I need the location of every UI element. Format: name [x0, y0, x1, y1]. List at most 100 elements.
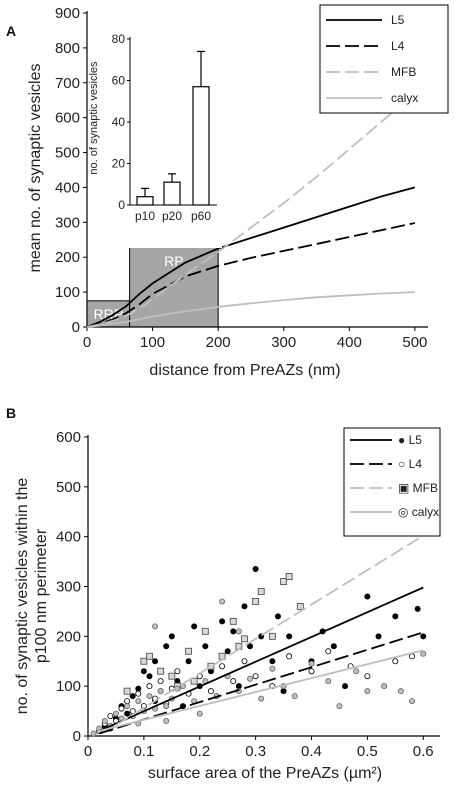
scatter-point-l5 [219, 618, 226, 625]
b-x-tick-label: 0 [84, 743, 92, 760]
scatter-point-calyx [219, 598, 226, 605]
a-x-tick-label: 300 [271, 334, 296, 351]
scatter-point-l5 [230, 628, 237, 635]
scatter-point-l5 [129, 693, 136, 700]
b-x-tick-label: 0.5 [357, 743, 378, 760]
scatter-point-l5 [286, 633, 293, 640]
panel-b-fits [98, 534, 424, 735]
scatter-point-l5 [364, 593, 371, 600]
inset-y-axis-label: no. of synaptic vesicles [88, 61, 100, 175]
b-legend-label-l4: ○ L4 [398, 457, 422, 471]
scatter-point-mfb [207, 662, 215, 670]
b-x-tick-label: 0.4 [301, 743, 322, 760]
scatter-point-l4 [118, 705, 125, 712]
a-legend-box [319, 4, 449, 114]
a-y-tick-label: 0 [72, 319, 80, 336]
a-x-tick-label: 0 [83, 334, 91, 351]
scatter-point-mfb [240, 635, 248, 643]
scatter-point-l5 [185, 658, 192, 665]
b-x-tick-label: 0.3 [245, 743, 266, 760]
scatter-point-calyx [101, 718, 108, 725]
a-y-tick-label: 400 [55, 179, 80, 196]
scatter-point-l5 [135, 685, 142, 692]
scatter-point-mfb [168, 672, 176, 680]
a-y-tick-label: 500 [55, 145, 80, 162]
fit-line-l5 [98, 586, 424, 732]
scatter-point-l5 [146, 673, 153, 680]
b-y-tick-label: 0 [73, 728, 81, 745]
b-legend-label-calyx: ◎ calyx [398, 505, 439, 519]
a-y-tick-label: 600 [55, 110, 80, 127]
panel-b-y-axis-label-line1: no. of synaptic vesicles within the [14, 478, 31, 715]
scatter-point-calyx [269, 665, 276, 672]
scatter-point-mfb [252, 598, 260, 605]
scatter-point-l5 [140, 668, 147, 675]
scatter-point-l5 [202, 643, 209, 650]
scatter-point-mfb [190, 677, 198, 685]
scatter-point-l4 [286, 653, 293, 660]
a-y-tick-label: 800 [55, 40, 80, 57]
scatter-point-calyx [291, 693, 298, 700]
inset-y-tick-label: 20 [112, 157, 126, 171]
inset-y-tick-label: 40 [112, 115, 126, 129]
inset-category-label: p10 [135, 209, 155, 223]
b-x-tick-label: 0.2 [189, 743, 210, 760]
region-label-rp: RP [164, 253, 183, 269]
panel-a-y-axis-label: mean no. of synaptic vesicles [27, 64, 44, 273]
scatter-point-l5 [124, 710, 131, 717]
scatter-point-calyx [146, 693, 153, 700]
scatter-point-l4 [230, 678, 237, 685]
b-y-tick-label: 500 [56, 479, 81, 496]
scatter-point-mfb [296, 602, 304, 610]
scatter-point-l5 [191, 623, 198, 630]
fit-line-calyx [98, 649, 424, 732]
scatter-point-calyx [353, 668, 360, 675]
scatter-point-l4 [325, 648, 332, 655]
scatter-point-calyx [420, 650, 427, 657]
scatter-point-l5 [252, 566, 259, 573]
scatter-point-l5 [414, 605, 421, 612]
scatter-point-l5 [152, 658, 159, 665]
b-y-tick-label: 600 [56, 429, 81, 446]
scatter-point-l5 [168, 633, 175, 640]
series-line-l4 [86, 222, 416, 328]
scatter-point-mfb [123, 687, 131, 695]
scatter-point-mfb [146, 652, 153, 660]
fit-line-mfb [115, 534, 424, 726]
inset-bar-p20 [163, 181, 181, 206]
scatter-point-l4 [124, 698, 131, 705]
scatter-point-l4 [157, 678, 164, 685]
a-x-tick-label: 100 [140, 334, 165, 351]
scatter-point-mfb [201, 627, 209, 635]
scatter-point-l5 [280, 688, 287, 695]
scatter-point-calyx [336, 703, 343, 710]
scatter-point-l5 [420, 633, 427, 640]
scatter-point-l4 [308, 668, 315, 675]
inset-bar-p60 [192, 86, 210, 206]
a-y-tick-label: 300 [55, 214, 80, 231]
a-legend-label-calyx: calyx [391, 91, 418, 105]
panel-b-y-axis-label-line2: p100 nm perimeter [33, 528, 50, 663]
scatter-point-calyx [308, 660, 315, 667]
scatter-point-mfb [285, 573, 293, 580]
scatter-point-l5 [342, 683, 349, 690]
scatter-point-mfb [257, 588, 265, 595]
a-x-tick-label: 500 [402, 334, 427, 351]
scatter-point-l5 [235, 683, 242, 690]
scatter-point-calyx [247, 675, 254, 682]
a-legend-label-l4: L4 [391, 39, 405, 53]
a-y-tick-label: 200 [55, 249, 80, 266]
series-line-calyx [86, 291, 415, 328]
scatter-point-calyx [397, 688, 404, 695]
scatter-point-l4 [219, 663, 226, 670]
a-y-tick-label: 100 [55, 284, 80, 301]
a-y-tick-label: 900 [55, 5, 80, 22]
panel-a-x-axis-label: distance from PreAZs (nm) [149, 362, 340, 379]
scatter-point-calyx [163, 718, 170, 725]
scatter-point-mfb [280, 578, 288, 585]
scatter-point-calyx [364, 688, 371, 695]
scatter-point-calyx [152, 623, 159, 630]
series-line-l5 [86, 186, 416, 328]
scatter-point-calyx [325, 678, 332, 685]
